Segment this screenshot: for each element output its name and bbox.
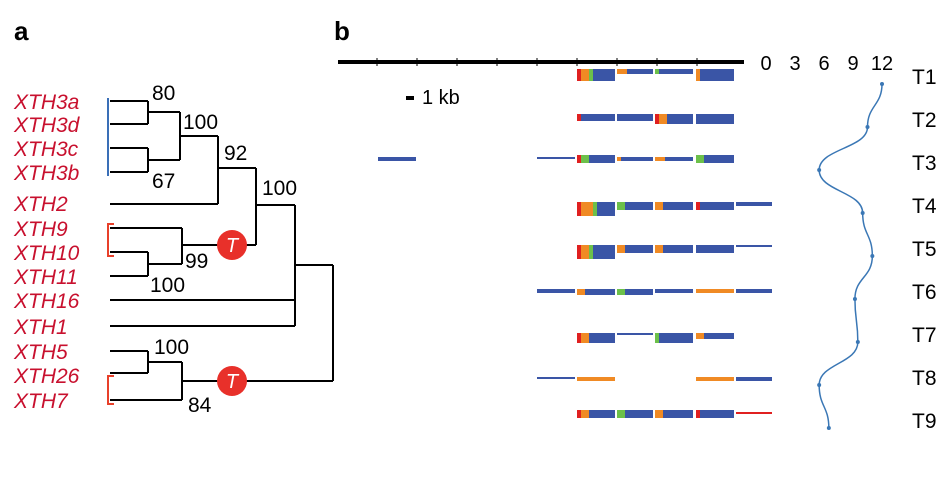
bootstrap-value: 67 [152,170,175,193]
axis-tick-label: 9 [847,53,858,75]
expression-curve [817,82,884,430]
track-label: T5 [912,238,937,261]
axis-tick-label: 12 [871,53,893,75]
gene-track [577,202,772,216]
gene-track [537,377,772,381]
branch-node-92 [217,136,256,204]
gene-track [537,289,772,295]
taxon-label: XTH3a [13,91,79,114]
expression-point [865,125,870,129]
bootstrap-value: 100 [154,336,189,359]
bootstrap-value: 80 [152,82,175,105]
bootstrap-value: 99 [185,250,208,273]
t-marker-label: T [226,371,240,393]
t-marker-circle [217,366,247,396]
bootstrap-value: 92 [224,142,247,165]
taxon-label: XTH11 [13,266,78,289]
gene-track [577,69,734,81]
expression-point [855,340,860,344]
gene-track [577,245,772,259]
taxon-label: XTH3d [13,114,81,137]
t-marker: T [217,230,247,260]
expression-point [880,82,884,86]
axis-tick-label: 0 [760,53,771,75]
branch-xth3-clade [147,101,218,172]
red-bracket-lower [107,375,114,405]
gene-track [378,155,734,163]
expression-point [860,211,865,215]
bootstrap-value: 100 [150,274,185,297]
panel-b-label: b [334,16,350,46]
scale-bar-1kb [406,96,414,100]
branch-xth3-leaves [110,100,148,173]
branch-node-upper-root [294,205,333,326]
bootstrap-value: 84 [188,394,212,417]
expression-point [817,168,822,172]
branch-xth16-xth1-leaves [110,299,295,327]
taxon-label: XTH2 [13,193,68,216]
taxon-label: XTH9 [13,218,68,241]
phylogenetic-tree: XTH3a XTH3d XTH3c XTH3b XTH2 XTH9 XTH10 … [13,82,334,417]
taxon-label: XTH5 [13,341,68,364]
scale-bar-label: 1 kb [422,87,460,109]
branch-xth9-11-leaves [110,227,182,277]
taxon-label: XTH1 [13,316,68,339]
tree-branches [110,100,334,401]
gene-track [577,410,772,418]
bootstrap-value: 100 [183,111,218,134]
taxon-label: XTH3c [13,138,79,161]
taxon-label: XTH26 [13,365,80,388]
branch-xth5-clade [147,351,333,400]
track-label: T2 [912,109,937,132]
expression-point [817,383,822,387]
branch-xth5-26-7-leaves [110,350,182,401]
expression-axis: 0 3 6 9 12 [760,53,893,75]
track-label: T4 [912,195,937,218]
gene-structure-panel: 1 kb [338,58,772,418]
axis-tick-label: 6 [818,53,829,75]
t-marker-label: T [226,235,240,257]
branch-node-100 [255,168,295,245]
red-bracket-upper [107,223,114,257]
taxon-label: XTH10 [13,242,80,265]
gene-track [577,333,734,343]
t-marker-circle [217,230,247,260]
track-label: T9 [912,410,937,433]
taxon-label: XTH16 [13,290,80,313]
track-label: T3 [912,152,937,175]
axis-tick-label: 3 [789,53,800,75]
track-labels: T1 T2 T3 T4 T5 T6 T7 T8 T9 [912,66,937,433]
bootstrap-value: 100 [262,177,297,200]
bootstrap-values: 80 100 67 92 100 99 100 100 84 [150,82,297,417]
expression-point [852,297,857,301]
expression-point [870,254,875,258]
panel-a-label: a [14,16,29,46]
track-label: T6 [912,281,937,304]
gene-track [577,114,734,124]
expression-point [826,426,831,430]
t-marker: T [217,366,247,396]
track-label: T7 [912,324,937,347]
taxon-labels: XTH3a XTH3d XTH3c XTH3b XTH2 XTH9 XTH10 … [13,91,81,413]
track-label: T1 [912,66,937,89]
taxon-label: XTH3b [13,162,80,185]
taxon-label: XTH7 [13,390,69,413]
branch-xth9-clade [147,228,256,276]
kb-ticks [376,58,698,66]
track-label: T8 [912,367,937,390]
